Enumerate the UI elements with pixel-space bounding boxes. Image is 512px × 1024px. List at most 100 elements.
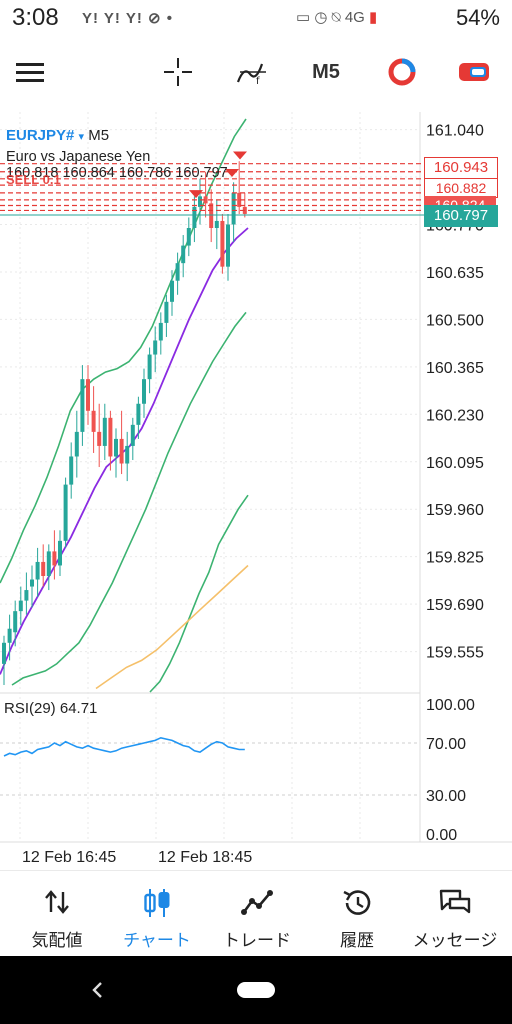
dot-icon: • <box>166 10 173 27</box>
level-label-1: 160.882 <box>424 178 498 198</box>
price-tick-label: 160.365 <box>426 360 484 377</box>
candle-body <box>237 192 242 207</box>
candle-body <box>186 228 191 246</box>
messages-icon <box>439 889 471 914</box>
alarm-icon: ◷ <box>314 9 328 26</box>
rsi-tick-label: 70.00 <box>426 736 466 753</box>
price-tick-label: 161.040 <box>426 123 484 140</box>
menu-button[interactable] <box>8 50 52 94</box>
chart-canvas[interactable]: 161.040160.905160.770160.635160.500160.3… <box>0 112 512 870</box>
moving-average-line <box>0 227 249 675</box>
candle-body <box>220 220 225 267</box>
candle-body <box>46 551 51 576</box>
price-tick-label: 160.500 <box>426 312 484 329</box>
trade-button[interactable] <box>452 50 496 94</box>
candle-body <box>102 417 107 446</box>
status-bar: 3:08 Y! Y! Y! ⊘ • ▭ ◷ ⍉ 4G ▮ 54% <box>0 0 512 36</box>
candle-body <box>97 431 102 446</box>
trade-icon <box>459 63 489 81</box>
price-tick-label: 159.825 <box>426 550 484 567</box>
history-icon <box>343 890 371 915</box>
candle-body <box>226 224 230 267</box>
candle-body <box>114 438 118 457</box>
candle-body <box>108 417 113 457</box>
symbol-description: Euro vs Japanese Yen <box>6 149 151 165</box>
sell-order-tag[interactable]: SELL 0.1 <box>6 172 61 187</box>
price-tick-label: 159.960 <box>426 502 484 519</box>
rsi-line <box>3 736 245 757</box>
battery-percent: 54% <box>455 5 500 30</box>
indicators-button[interactable]: f <box>230 50 274 94</box>
nav-messages[interactable]: メッセージ <box>404 871 506 957</box>
rsi-tick-label: 30.00 <box>426 788 466 805</box>
home-pill[interactable] <box>237 982 275 998</box>
candle-body <box>52 551 57 566</box>
nav-trade[interactable]: トレード <box>206 871 308 957</box>
candle-body <box>119 438 124 464</box>
symbol-header[interactable]: EURJPY# ▾ M5 <box>6 127 109 144</box>
candle-body <box>214 220 219 228</box>
candle-body <box>203 196 208 204</box>
back-icon[interactable] <box>88 980 108 1000</box>
bollinger-lower-line <box>11 311 247 686</box>
system-navigation-bar <box>0 956 512 1024</box>
quotes-icon <box>45 890 69 914</box>
yahoo-icon: Y! <box>103 10 121 27</box>
battery-icon: ▮ <box>369 9 378 26</box>
candle-body <box>209 203 214 228</box>
candle-body <box>41 561 46 576</box>
yahoo-icon: Y! <box>82 10 99 27</box>
yahoo-icon: Y! <box>125 10 143 27</box>
candle-body <box>158 322 163 341</box>
bottom-navigation: 気配値 チャート トレード 履歴 メッセージ <box>0 870 512 957</box>
price-chart[interactable]: 161.040160.905160.770160.635160.500160.3… <box>0 112 512 870</box>
sell-arrow-marker <box>189 190 203 199</box>
time-tick-label: 12 Feb 18:45 <box>158 849 252 866</box>
timeframe-button[interactable]: M5 <box>312 60 340 83</box>
crosshair-button[interactable] <box>156 50 200 94</box>
bollinger-upper-line <box>0 118 247 584</box>
ohlc-values: 160.818 160.864 160.786 160.797 <box>6 165 228 181</box>
candle-body <box>13 611 18 633</box>
notification-icons: Y! Y! Y! ⊘ • <box>82 9 173 27</box>
candle-body <box>58 540 62 566</box>
candle-body <box>164 301 169 323</box>
indicator-icon: f <box>236 63 266 86</box>
candle-body <box>231 192 236 225</box>
candle-body <box>80 379 85 432</box>
chart-icon <box>144 889 170 917</box>
rsi-tick-label: 100.00 <box>426 697 475 714</box>
nav-quotes[interactable]: 気配値 <box>6 871 108 957</box>
cast-icon: ▭ <box>296 9 311 26</box>
price-tick-label: 159.555 <box>426 645 484 662</box>
trade-icon <box>241 890 273 915</box>
price-tick-label: 160.230 <box>426 407 484 424</box>
time-tick-label: 12 Feb 16:45 <box>22 849 116 866</box>
candle-body <box>147 354 152 380</box>
price-tick-label: 159.690 <box>426 597 484 614</box>
objects-icon <box>388 58 416 86</box>
candle-body <box>7 628 12 643</box>
svg-text:f: f <box>256 76 260 86</box>
notifications-off-icon: ⍉ <box>331 9 341 26</box>
candle-body <box>74 431 79 457</box>
nav-history[interactable]: 履歴 <box>306 871 408 957</box>
status-time: 3:08 <box>12 4 59 31</box>
candle-body <box>30 579 34 587</box>
nav-chart[interactable]: チャート <box>106 871 208 957</box>
price-tick-label: 160.635 <box>426 265 484 282</box>
candle-body <box>125 445 130 464</box>
nav-history-label: 履歴 <box>340 931 374 951</box>
crosshair-icon <box>164 58 192 86</box>
symbol-label: EURJPY# <box>6 127 75 144</box>
sell-arrow-marker <box>233 151 247 160</box>
current-price-label: 160.797 <box>424 205 498 227</box>
system-icons: ▭ ◷ ⍉ 4G ▮ <box>296 8 377 26</box>
sell-arrow-marker <box>225 169 239 178</box>
objects-button[interactable] <box>380 50 424 94</box>
nav-chart-label: チャート <box>123 931 191 951</box>
candle-body <box>153 340 158 355</box>
chevron-down-icon: ▾ <box>78 131 85 143</box>
candle-body <box>69 456 74 485</box>
chart-toolbar: f M5 <box>0 36 512 112</box>
